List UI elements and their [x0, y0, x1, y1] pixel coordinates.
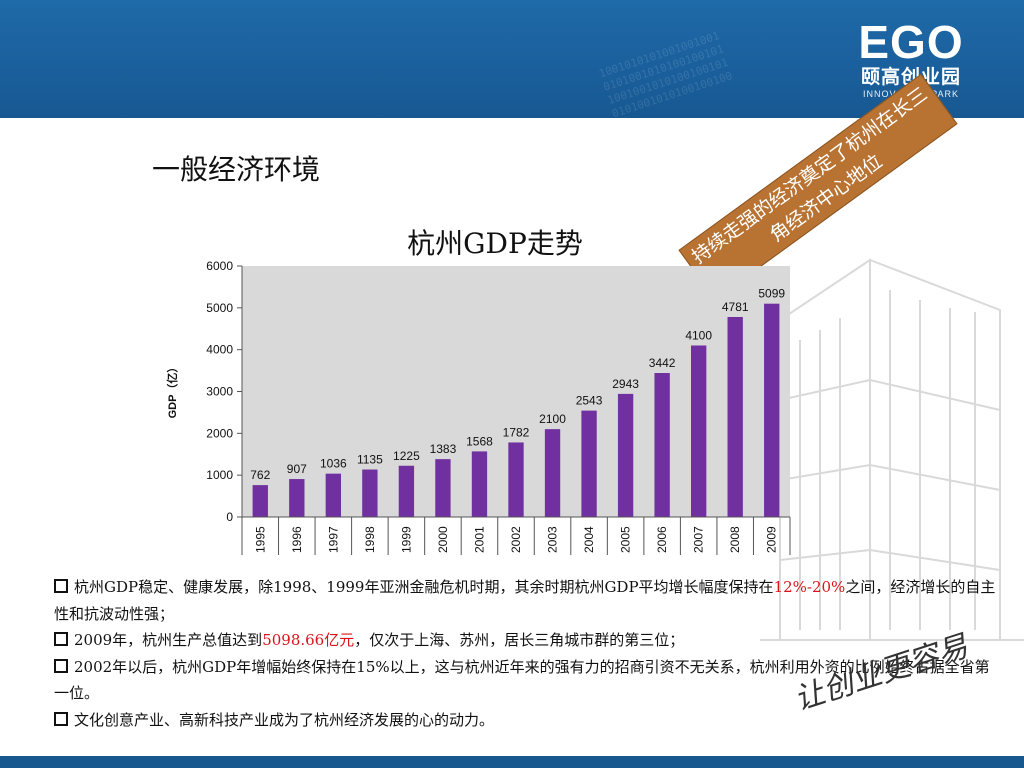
y-tick-label: 4000: [206, 343, 233, 357]
bar: [690, 345, 707, 517]
data-label: 2100: [539, 412, 566, 426]
bar: [252, 485, 268, 517]
x-tick-label: 1997: [326, 526, 340, 553]
data-label: 1225: [393, 449, 420, 463]
x-tick-label: 1998: [363, 526, 377, 553]
bullet-text: 文化创意产业、高新科技产业成为了杭州经济发展的心的动力。: [74, 710, 495, 729]
bullet-text-tail: 之间，经济增长的自主性和抗波动性强；: [54, 578, 996, 623]
header-banner: 1001010101001001001 0101001010100100101 …: [0, 0, 1024, 120]
bars: 762 907 1036 1135 1225 1383 1568 1782 2100 2543 29…: [250, 287, 785, 517]
y-axis-label: GDP（亿）: [165, 362, 179, 419]
data-label: 3442: [649, 356, 676, 370]
y-tick-label: 1000: [206, 468, 233, 482]
y-tick-label: 3000: [206, 385, 233, 399]
bar: [654, 373, 670, 517]
x-tick-label: 2007: [692, 526, 706, 553]
data-label: 4100: [685, 328, 712, 342]
y-tick-label: 2000: [206, 426, 233, 440]
bar: [471, 451, 488, 517]
data-label: 2543: [576, 394, 603, 408]
x-tick-label: 2001: [472, 526, 486, 553]
data-label: 1036: [320, 457, 347, 471]
bar: [289, 479, 305, 517]
y-tick-label: 6000: [206, 259, 233, 273]
x-tick-label: 2006: [655, 526, 669, 553]
bar: [764, 303, 780, 517]
page-heading: 一般经济环境: [152, 153, 321, 186]
footer-bar: [0, 756, 1024, 768]
bar: [362, 469, 378, 517]
bullet-box-icon: [54, 711, 68, 726]
data-label: 1782: [503, 425, 530, 439]
y-axis: 0 1000 2000 3000 4000 5000 6000: [206, 259, 243, 524]
x-tick-label: 1995: [253, 526, 267, 553]
bar: [398, 465, 415, 517]
x-tick-label: 2009: [765, 526, 779, 553]
x-tick-label: 2008: [728, 526, 742, 553]
x-tick-label: 2002: [509, 526, 523, 553]
bullet-box-icon: [54, 579, 68, 593]
bullet-text: 杭州GDP稳定、健康发展，除1998、1999年亚洲金融危机时期，其余时期杭州G…: [74, 578, 774, 596]
data-label: 2943: [612, 377, 639, 391]
y-tick-label: 5000: [206, 301, 233, 315]
bullet-text: 2009年，杭州生产总值达到: [74, 631, 263, 649]
bar: [325, 473, 342, 517]
chart-title: 杭州GDP走势: [407, 227, 583, 260]
x-tick-label: 2000: [436, 526, 450, 553]
x-tick-label: 1996: [290, 526, 304, 553]
x-axis: 1995 1996 1997 1998 1999 2000 2001 2002 2003 2004…: [241, 516, 791, 555]
gdp-chart: 杭州GDP走势 GDP（亿） 0 1000 2000 3000 4000 5000 6000…: [165, 227, 791, 555]
bullet-item: 2009年，杭州生产总值达到5098.66亿元，仅次于上海、苏州，居长三角城市群…: [54, 627, 1004, 654]
bullet-text-tail: ，仅次于上海、苏州，居长三角城市群的第三位；: [354, 631, 685, 649]
data-label: 1383: [430, 442, 457, 456]
data-label: 762: [250, 468, 270, 482]
bullet-highlight: 12%-20%: [773, 578, 846, 596]
data-label: 1568: [466, 434, 493, 448]
data-label: 1135: [357, 453, 383, 467]
data-label: 5099: [758, 287, 785, 301]
x-tick-label: 2003: [546, 526, 560, 553]
bullet-item: 文化创意产业、高新科技产业成为了杭州经济发展的心的动力。: [54, 707, 1004, 734]
data-label: 907: [287, 462, 307, 476]
bar: [508, 442, 524, 517]
bullet-box-icon: [54, 658, 68, 673]
bullet-text: 2002年以后，杭州GDP年增幅始终保持在15%以上，这与杭州近年来的强有力的招…: [54, 657, 990, 703]
data-label: 4781: [722, 300, 749, 314]
bullet-list: 杭州GDP稳定、健康发展，除1998、1999年亚洲金融危机时期，其余时期杭州G…: [54, 574, 1004, 733]
y-tick-label: 0: [226, 510, 233, 524]
x-tick-label: 1999: [399, 526, 413, 553]
bar: [617, 393, 634, 517]
bullet-item: 杭州GDP稳定、健康发展，除1998、1999年亚洲金融危机时期，其余时期杭州G…: [54, 574, 1004, 627]
logo-wordmark: EGO: [858, 16, 964, 68]
logo-chinese: 颐高创业园: [860, 66, 961, 88]
bar: [727, 316, 743, 517]
bar: [435, 459, 451, 517]
x-tick-label: 2005: [619, 526, 633, 553]
bullet-item: 2002年以后，杭州GDP年增幅始终保持在15%以上，这与杭州近年来的强有力的招…: [54, 654, 1004, 707]
x-tick-label: 2004: [582, 526, 596, 553]
bar: [581, 410, 597, 517]
bullet-highlight: 5098.66亿元: [262, 631, 355, 649]
bullet-box-icon: [54, 632, 68, 646]
bar: [544, 429, 561, 517]
